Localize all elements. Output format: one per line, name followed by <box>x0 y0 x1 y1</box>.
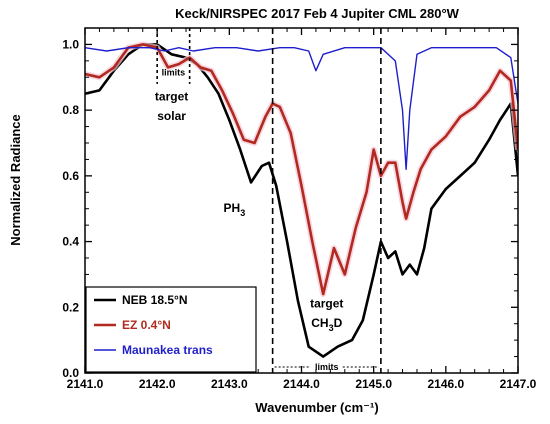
x-tick-label: 2141.0 <box>67 377 104 391</box>
ch3d-species-prefix: CH <box>311 316 328 330</box>
y-tick-label: 1.0 <box>62 37 79 51</box>
y-tick-label: 0.6 <box>62 169 79 183</box>
x-axis-label: Wavenumber (cm⁻¹) <box>255 400 378 415</box>
legend-entry-2: Maunakea trans <box>122 343 213 357</box>
solar-solar-label: solar <box>157 109 186 123</box>
ph3-label-main: PH <box>224 201 241 215</box>
y-tick-label: 0.4 <box>62 235 79 249</box>
y-tick-label: 0.0 <box>62 366 79 380</box>
y-tick-label: 0.8 <box>62 103 79 117</box>
legend-entry-1: EZ 0.4°N <box>122 318 171 332</box>
series-line-1 <box>85 43 518 296</box>
x-tick-label: 2143.0 <box>211 377 248 391</box>
x-tick-label: 2147.0 <box>500 377 537 391</box>
x-tick-label: 2144.0 <box>283 377 320 391</box>
legend-entry-0: NEB 18.5°N <box>122 293 188 307</box>
ph3-label: PH3 <box>224 201 246 218</box>
x-tick-label: 2142.0 <box>139 377 176 391</box>
series-line-0 <box>85 43 518 358</box>
ph3-label-sub: 3 <box>240 208 245 218</box>
ch3d-species-sub: 3 <box>329 323 334 333</box>
ch3d-species-label: CH3D <box>311 316 342 333</box>
series-line-2 <box>85 47 518 171</box>
solar-limits-label: limits <box>162 68 186 78</box>
ch3d-limits-label: limits <box>315 362 339 372</box>
ch3d-species-suffix: D <box>334 316 343 330</box>
x-tick-label: 2145.0 <box>355 377 392 391</box>
x-tick-label: 2146.0 <box>427 377 464 391</box>
y-tick-label: 0.2 <box>62 300 79 314</box>
series-ez-halo <box>85 41 518 298</box>
ch3d-target-label: target <box>310 296 343 310</box>
solar-target-label: target <box>155 89 188 103</box>
y-axis-label: Normalized Radiance <box>8 114 23 246</box>
chart-title: Keck/NIRSPEC 2017 Feb 4 Jupiter CML 280°… <box>175 6 460 21</box>
